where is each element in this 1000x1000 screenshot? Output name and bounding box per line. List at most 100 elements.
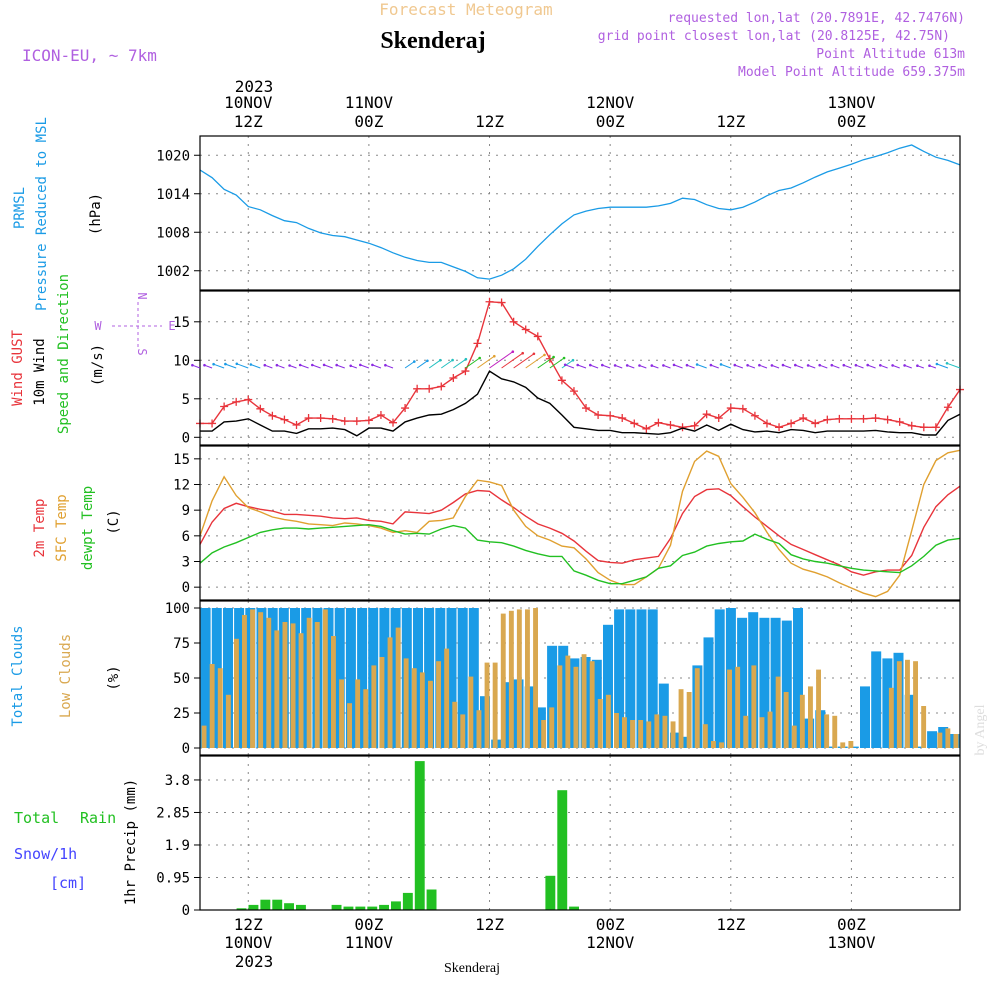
- wind-arrow-head: [928, 364, 931, 368]
- wind-arrow: [710, 364, 719, 369]
- wind-arrow: [565, 364, 575, 369]
- gust-marker: [389, 418, 398, 427]
- wind-arrow-head: [935, 362, 939, 366]
- wind-arrow-head: [866, 363, 869, 367]
- wind-arrow-head: [249, 363, 253, 366]
- gust-marker: [666, 420, 675, 429]
- wind-arrow: [323, 364, 333, 369]
- top-time-label: 12Z: [716, 112, 745, 131]
- clouds-low-label: Low Clouds: [58, 634, 74, 718]
- wind-arrow-head: [191, 363, 194, 367]
- wind-arrow: [549, 357, 565, 369]
- wind-arrow: [720, 363, 731, 369]
- gust-marker: [304, 414, 313, 423]
- gust-marker: [473, 339, 482, 348]
- gust-marker: [316, 414, 325, 423]
- compass-east: E: [168, 319, 175, 333]
- wind-arrow: [276, 364, 285, 369]
- total-cloud-bar: [871, 651, 882, 748]
- wind-arrow-head: [571, 358, 575, 362]
- wind-arrow: [404, 361, 415, 369]
- y-tick-label: 15: [173, 452, 190, 468]
- y-tick-label: 5: [182, 392, 190, 408]
- gust-marker: [545, 354, 554, 363]
- total-cloud-bar: [927, 731, 938, 748]
- wind-arrow: [537, 356, 554, 369]
- wind-10m-label: 10m Wind: [32, 338, 48, 405]
- gust-marker: [461, 367, 470, 376]
- gust-marker: [497, 298, 506, 307]
- model-altitude: Model Point Altitude 659.375m: [738, 65, 965, 80]
- temp-sfc-label: SFC Temp: [54, 494, 70, 561]
- total-cloud-bar: [614, 609, 625, 748]
- low-cloud-bar: [735, 666, 741, 748]
- total-cloud-bar: [882, 658, 893, 748]
- wind-arrow-head: [322, 363, 326, 367]
- wind-arrow-head: [543, 353, 546, 357]
- gust-marker: [654, 418, 663, 427]
- wind-arrow-head: [275, 363, 279, 367]
- total-cloud-bar: [793, 608, 803, 748]
- top-time-label: 00Z: [596, 112, 625, 131]
- low-cloud-bar: [549, 707, 555, 748]
- wind-arrow-head: [511, 350, 515, 354]
- bottom-time-label: 00Z: [354, 915, 383, 934]
- wind-arrow: [264, 364, 273, 369]
- total-cloud-bar: [323, 608, 334, 748]
- low-cloud-bar: [848, 741, 854, 748]
- wind-arrow-head: [695, 363, 699, 366]
- total-cloud-bar: [703, 637, 714, 748]
- gust-marker: [340, 417, 349, 426]
- low-cloud-bar: [428, 680, 433, 748]
- low-cloud-bar: [484, 662, 490, 748]
- wind-arrow-head: [638, 364, 641, 367]
- low-cloud-bar: [395, 627, 401, 748]
- wind-arrow: [831, 364, 840, 369]
- credit: by Angel: [973, 704, 988, 755]
- low-cloud-bar: [719, 742, 724, 748]
- total-cloud-bar: [636, 609, 647, 748]
- total-cloud-bar: [446, 608, 457, 748]
- rain-bar: [557, 790, 568, 910]
- wind-arrow-head: [359, 363, 362, 367]
- wind-arrow: [686, 364, 695, 369]
- low-cloud-bar: [565, 655, 571, 748]
- wind-arrow-head: [685, 363, 689, 367]
- total-cloud-bar: [345, 608, 356, 748]
- gust-marker: [919, 423, 928, 432]
- top-time-label: 12Z: [234, 112, 263, 131]
- low-cloud-bar: [945, 728, 951, 748]
- wind-arrow-head: [758, 363, 761, 367]
- top-date-label: 10NOV: [224, 93, 273, 112]
- total-cloud-bar: [211, 608, 222, 748]
- total-cloud-bar: [603, 624, 613, 748]
- low-cloud-bar: [832, 715, 838, 748]
- total-cloud-bar: [234, 608, 245, 748]
- gust-marker: [678, 423, 687, 432]
- total-cloud-bar: [770, 617, 781, 748]
- compass-rose: W E N S: [94, 292, 175, 355]
- gust-marker: [702, 410, 711, 419]
- y-tick-label: 75: [173, 636, 190, 652]
- low-cloud-bar: [379, 657, 385, 748]
- y-tick-label: 50: [173, 671, 190, 687]
- wind-gust-label: Wind GUST: [10, 330, 26, 406]
- temp-2m-label: 2m Temp: [32, 498, 48, 557]
- gust-marker: [364, 416, 373, 425]
- top-date-label: 12NOV: [586, 93, 635, 112]
- y-tick-label: 0: [182, 741, 190, 757]
- top-date-label: 11NOV: [345, 93, 394, 112]
- low-cloud-bar: [444, 648, 450, 748]
- wind-arrow-head: [916, 364, 919, 368]
- precip-snow-label: Snow/1h: [14, 845, 77, 863]
- low-cloud-bar: [371, 665, 377, 748]
- wind-arrow: [525, 354, 545, 369]
- wind-arrow-head: [371, 363, 374, 367]
- total-cloud-bar: [200, 608, 211, 748]
- total-cloud-bar: [424, 608, 435, 748]
- series-sfc-temp: [199, 449, 961, 598]
- wind-arrow: [465, 357, 480, 369]
- low-cloud-bar: [727, 669, 732, 748]
- wind-arrow-head: [891, 364, 894, 367]
